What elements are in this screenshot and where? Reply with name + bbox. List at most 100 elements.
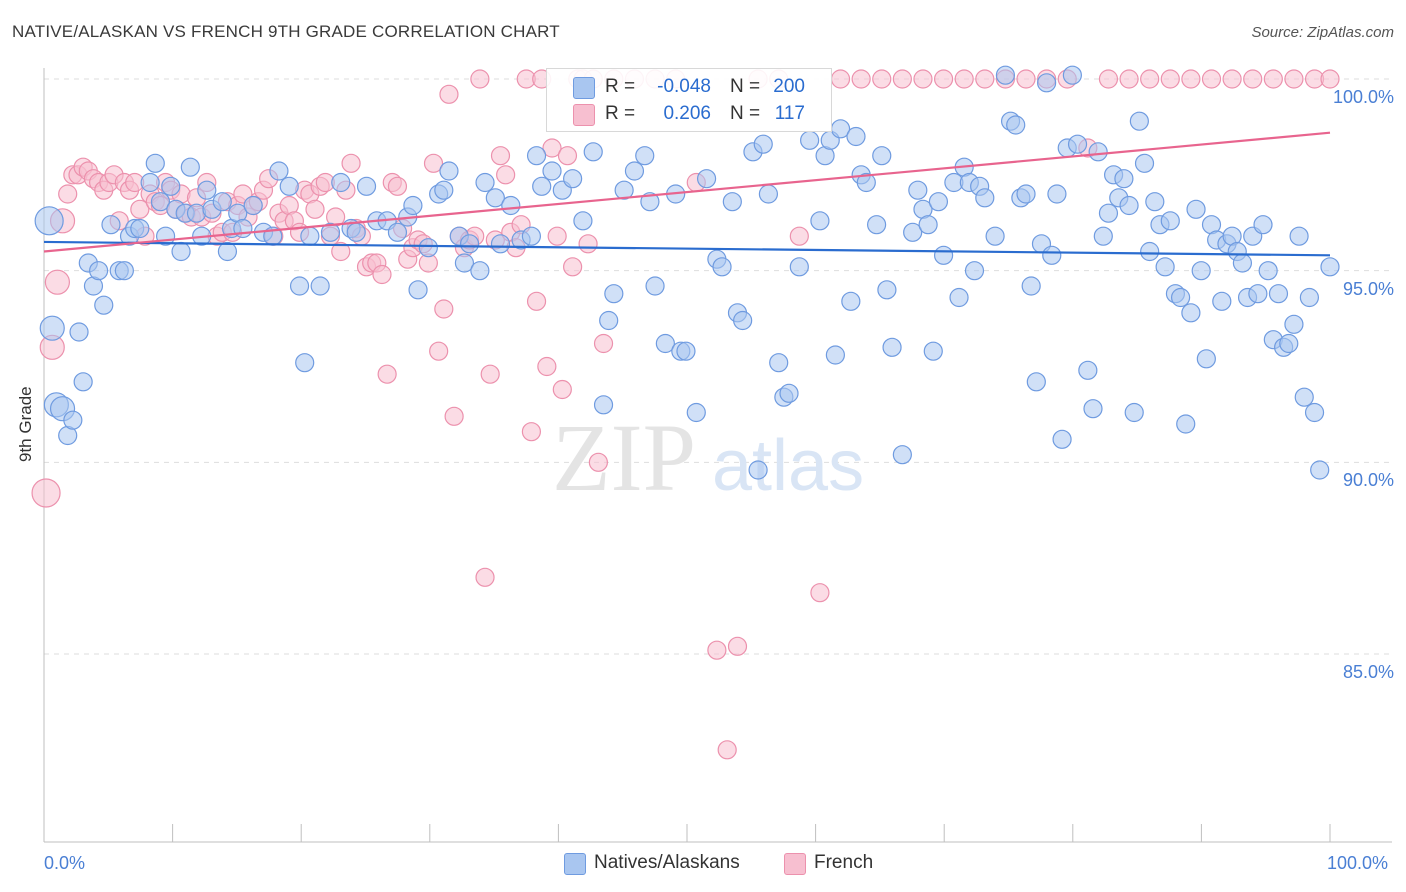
french-point [1098,69,1119,89]
natives-point [217,241,238,262]
natives-point [1181,303,1201,323]
french-point [892,69,912,89]
natives-point [1140,241,1160,262]
natives-point [583,142,603,162]
french-point [588,452,608,472]
stats-legend: R = -0.048 N = 200 R = 0.206 N = 117 [546,68,832,132]
bottom-legend-label-natives: Natives/Alaskans [594,852,740,873]
natives-point [1155,257,1175,277]
natives-point [1268,284,1289,304]
natives-point [593,395,614,415]
natives-point [542,161,562,181]
natives-point [1026,372,1046,392]
legend-r-value-natives: -0.048 [657,76,711,97]
french-point [341,153,361,173]
legend-swatch-natives [573,77,595,99]
natives-point [1284,314,1304,334]
natives-point [526,146,547,166]
french-point [305,199,325,219]
natives-point [933,245,954,265]
french-point [1016,69,1036,89]
bottom-legend-label-french: French [814,852,874,873]
y-tick-label: 95.0% [1342,278,1394,299]
y-tick-label: 90.0% [1342,470,1394,491]
french-point [954,69,974,89]
legend-n-value-french: 117 [774,103,805,124]
legend-n-label: N = [730,76,761,97]
natives-point [599,310,619,331]
french-point [552,379,572,400]
french-point [727,636,748,656]
natives-point [604,284,624,304]
french-point [1320,69,1340,89]
legend-n-label: N = [730,103,761,124]
natives-point [882,337,902,357]
natives-point [300,226,320,246]
natives-point [1279,333,1299,354]
natives-point [975,188,995,208]
legend-r-label: R = [605,103,636,124]
french-point [851,69,871,89]
natives-point [1119,195,1139,216]
french-point [1201,69,1222,89]
natives-point [403,195,423,216]
legend-swatch-french [573,104,595,126]
french-point [593,333,614,354]
natives-point [197,180,217,200]
natives-point [758,184,779,204]
natives-point [459,234,480,254]
bottom-legend-swatch-french [784,853,806,875]
watermark-zip: ZIP [552,404,696,511]
natives-point [949,287,969,308]
natives-point [1083,399,1103,419]
natives-point [140,172,160,193]
natives-point [918,215,938,235]
natives-point [243,195,263,216]
natives-point [485,188,505,208]
natives-point [320,222,341,242]
x-tick-label-max: 100.0% [1327,853,1389,873]
french-point [130,199,150,219]
french-point [1140,69,1160,89]
natives-point [1052,429,1072,449]
natives-point [1186,199,1206,219]
natives-point [1134,153,1155,173]
natives-point [1160,211,1180,231]
natives-point [114,261,134,281]
watermark-atlas: atlas [712,426,864,506]
natives-point [418,238,438,258]
french-point [830,69,851,89]
french-point [423,153,444,173]
french-point [933,69,954,89]
natives-point [1289,226,1309,246]
natives-point [408,280,428,300]
natives-point [892,445,912,465]
french-point [547,226,567,246]
natives-point [1016,184,1036,204]
legend-r-value-french: 0.206 [663,103,711,124]
natives-point [1253,215,1273,235]
french-point [58,184,78,204]
legend-r-label: R = [605,76,636,97]
natives-point [1258,261,1278,281]
natives-point [269,161,289,181]
french-point [1263,69,1283,89]
y-tick-label: 100.0% [1332,87,1394,107]
natives-point [1232,253,1253,273]
french-point [1284,69,1304,89]
natives-point [39,315,65,341]
french-point [496,165,516,185]
natives-point [1067,134,1088,154]
natives-point [295,353,315,373]
natives-point [1042,245,1062,265]
natives-point [289,276,310,296]
series-natives-points [34,65,1340,480]
french-point [490,146,511,166]
natives-point [573,211,593,231]
natives-point [439,161,459,181]
legend-n-value-natives: 200 [773,76,805,97]
natives-point [212,192,232,212]
natives-point [475,172,495,193]
natives-point [1037,73,1057,93]
natives-point [789,257,809,277]
